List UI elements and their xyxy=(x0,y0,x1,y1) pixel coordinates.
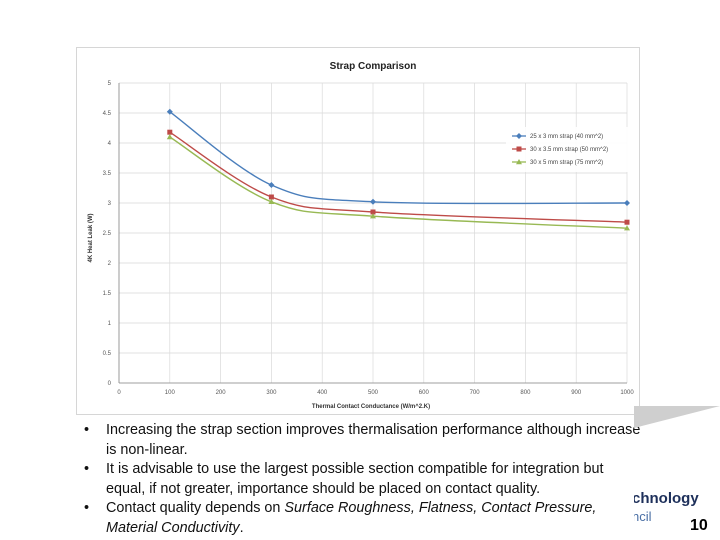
x-axis-label: Thermal Contact Conductance (W/m^2.K) xyxy=(312,404,430,410)
bullet-dot: • xyxy=(84,500,90,516)
brand-logo: chnology ncil xyxy=(634,406,720,540)
x-tick-label: 500 xyxy=(368,390,379,396)
page-number: 10 xyxy=(690,517,708,534)
bullet-text: Increasing the strap section improves th… xyxy=(106,422,641,458)
x-tick-label: 600 xyxy=(419,390,430,396)
brand-corner-shape xyxy=(634,406,720,428)
chart-title: Strap Comparison xyxy=(330,61,417,72)
y-tick-label: 1 xyxy=(108,321,112,327)
strap-comparison-chart: Strap Comparison 0 0.5 1 1.5 2 2.5 3 3.5 4 4.5 5 0 1… xyxy=(88,61,636,410)
x-tick-label: 200 xyxy=(216,390,227,396)
bullet-text-emphasis: Surface Roughness, Flatness, Contact Pre… xyxy=(106,500,597,536)
bullet-text: It is advisable to use the largest possi… xyxy=(106,461,604,497)
bullet-item: • Contact quality depends on Surface Rou… xyxy=(84,499,644,538)
y-tick-label: 4.5 xyxy=(103,111,112,117)
x-tick-label: 800 xyxy=(520,390,531,396)
y-tick-label: 5 xyxy=(108,81,112,87)
bullet-item: • It is advisable to use the largest pos… xyxy=(84,460,644,499)
bullet-text-prefix: Contact quality depends on xyxy=(106,500,285,516)
x-tick-label: 400 xyxy=(317,390,328,396)
chart-panel: Strap Comparison 0 0.5 1 1.5 2 2.5 3 3.5 4 4.5 5 0 1… xyxy=(76,47,640,415)
y-tick-label: 4 xyxy=(108,141,112,147)
y-axis-label: 4K Heat Leak (W) xyxy=(88,213,94,262)
y-tick-label: 1.5 xyxy=(103,291,112,297)
series-marker-diamond xyxy=(624,200,630,206)
series-group xyxy=(167,129,630,225)
x-tick-label: 700 xyxy=(470,390,481,396)
x-tick-label: 1000 xyxy=(620,390,634,396)
y-tick-label: 0.5 xyxy=(103,351,112,357)
series-line xyxy=(169,111,628,205)
bullet-list: • Increasing the strap section improves … xyxy=(84,421,644,538)
bullet-dot: • xyxy=(84,461,90,477)
series-marker-square xyxy=(167,129,173,135)
brand-text-line2: ncil xyxy=(634,509,652,524)
bullet-text-suffix: . xyxy=(239,519,244,536)
series-marker-diamond xyxy=(166,108,173,115)
series-marker-triangle xyxy=(166,134,173,140)
series-line xyxy=(169,131,628,223)
bullet-dot: • xyxy=(84,422,90,438)
x-tick-label: 0 xyxy=(117,390,121,396)
series-marker-square xyxy=(516,146,522,152)
series-group xyxy=(166,108,630,206)
series-marker-diamond xyxy=(516,133,522,139)
x-tick-label: 900 xyxy=(571,390,582,396)
y-tick-label: 2 xyxy=(108,261,112,267)
series-marker-triangle xyxy=(268,198,275,204)
x-tick-label: 100 xyxy=(165,390,176,396)
y-tick-label: 3 xyxy=(108,201,112,207)
legend-entry: 25 x 3 mm strap (40 mm^2) xyxy=(530,134,603,140)
brand-text-line1: chnology xyxy=(634,490,699,507)
legend-entry: 30 x 5 mm strap (75 mm^2) xyxy=(530,160,603,166)
x-tick-label: 300 xyxy=(266,390,277,396)
y-tick-label: 3.5 xyxy=(103,171,112,177)
series-group xyxy=(166,134,630,231)
series-marker-square xyxy=(268,194,274,200)
legend-box xyxy=(506,127,636,172)
series-marker-diamond xyxy=(370,198,376,205)
series-marker-square xyxy=(370,209,376,215)
series-marker-triangle xyxy=(370,213,376,219)
bullet-item: • Increasing the strap section improves … xyxy=(84,421,644,460)
series-marker-triangle xyxy=(516,159,522,165)
series-line xyxy=(169,136,628,229)
y-tick-label: 2.5 xyxy=(103,231,112,237)
legend-entry: 30 x 3.5 mm strap (50 mm^2) xyxy=(530,147,608,153)
series-marker-triangle xyxy=(624,225,630,231)
series-marker-square xyxy=(624,219,630,225)
y-tick-label: 0 xyxy=(108,381,112,387)
series-marker-diamond xyxy=(268,182,275,188)
